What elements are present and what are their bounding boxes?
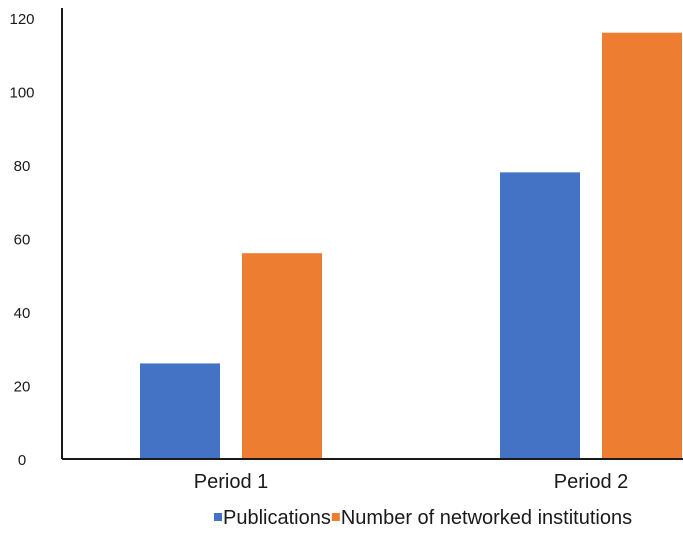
legend-swatch-2 xyxy=(331,513,340,521)
legend-label-1: Publications xyxy=(223,507,331,529)
y-tick-label-120: 120 xyxy=(9,11,34,28)
x-tick-label-2: Period 2 xyxy=(554,471,629,493)
y-tick-label-100: 100 xyxy=(9,85,34,102)
bar-number-of-networked-institutions-period-2 xyxy=(602,32,682,459)
bar-publications-period-2 xyxy=(500,172,580,459)
y-tick-label-40: 40 xyxy=(14,305,31,322)
bars xyxy=(140,32,682,459)
x-tick-label-1: Period 1 xyxy=(194,471,269,493)
bar-publications-period-1 xyxy=(140,363,220,459)
y-tick-label-80: 80 xyxy=(14,158,31,175)
y-tick-label-20: 20 xyxy=(14,379,31,396)
legend-swatch-1 xyxy=(214,513,222,521)
y-tick-label-0: 0 xyxy=(18,452,26,469)
bar-number-of-networked-institutions-period-1 xyxy=(242,253,322,459)
legend: Publications Number of networked institut… xyxy=(214,507,632,529)
legend-label-2: Number of networked institutions xyxy=(341,507,632,529)
x-axis-labels: Period 1 Period 2 xyxy=(194,471,629,493)
y-axis-ticks: 0 20 40 60 80 100 120 xyxy=(9,11,34,469)
y-tick-label-60: 60 xyxy=(14,232,31,249)
